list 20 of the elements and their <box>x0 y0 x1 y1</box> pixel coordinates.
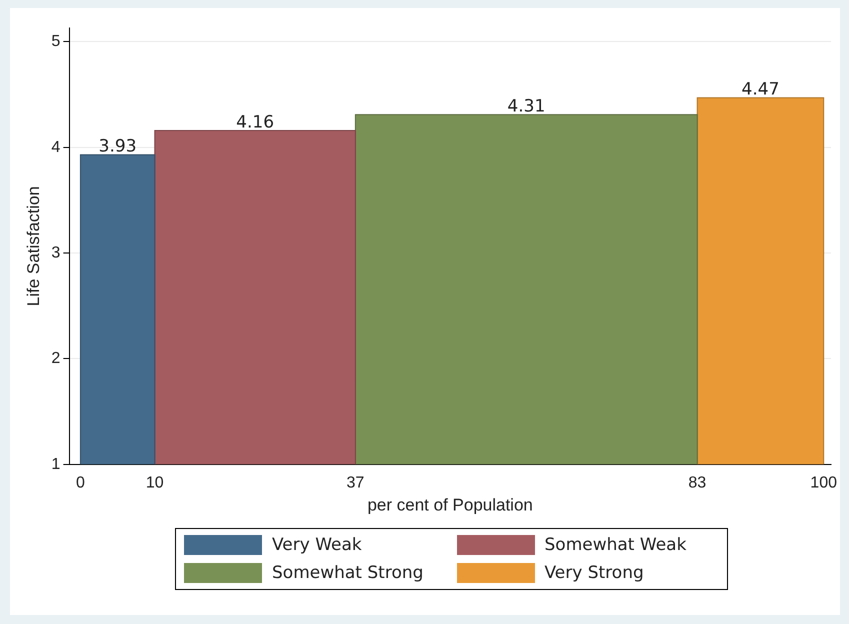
y-tick-label: 5 <box>51 33 60 50</box>
legend-label: Very Strong <box>544 563 644 583</box>
legend-label: Very Weak <box>272 535 362 555</box>
data-label: 4.16 <box>236 112 274 132</box>
y-tick-label: 2 <box>51 350 60 368</box>
data-label: 3.93 <box>98 136 137 157</box>
x-tick-label: 10 <box>146 474 164 492</box>
legend-label: Somewhat Weak <box>544 535 686 555</box>
y-tick-label: 3 <box>51 244 60 262</box>
data-label: 4.31 <box>507 96 546 117</box>
x-tick-label: 100 <box>810 474 838 492</box>
x-tick-label: 83 <box>688 474 706 492</box>
y-tick-label: 4 <box>51 138 60 156</box>
x-axis-title: per cent of Population <box>367 495 533 514</box>
x-tick-label: 0 <box>76 474 85 492</box>
data-label: 4.47 <box>742 80 780 100</box>
x-tick-label: 37 <box>346 474 364 492</box>
legend-label: Somewhat Strong <box>272 563 424 583</box>
y-axis-title: Life Satisfaction <box>24 186 43 306</box>
y-tick-label: 1 <box>51 456 60 473</box>
